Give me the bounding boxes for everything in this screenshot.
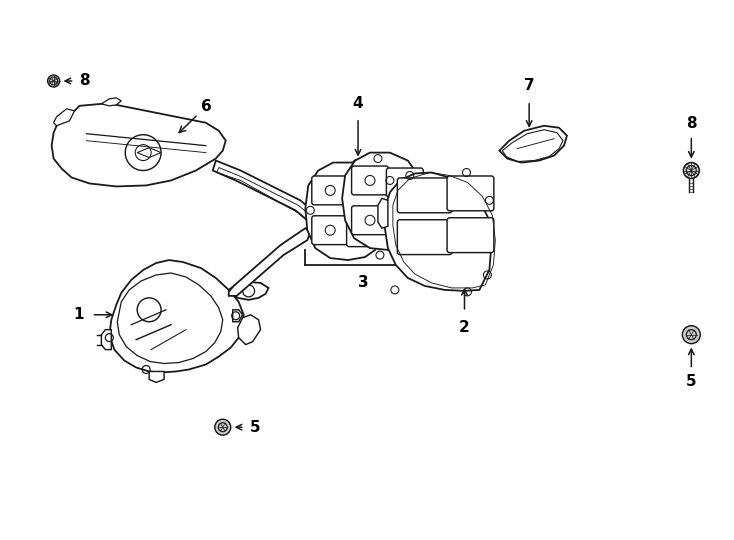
Text: 5: 5 (250, 420, 261, 435)
FancyBboxPatch shape (346, 178, 383, 207)
Text: 2: 2 (459, 320, 470, 335)
Polygon shape (54, 109, 75, 126)
Text: 4: 4 (353, 96, 363, 111)
Circle shape (215, 419, 230, 435)
FancyBboxPatch shape (386, 208, 424, 237)
Polygon shape (229, 228, 310, 296)
FancyBboxPatch shape (397, 220, 452, 254)
Polygon shape (378, 198, 388, 228)
Ellipse shape (354, 217, 362, 228)
FancyBboxPatch shape (346, 218, 383, 247)
Text: 3: 3 (357, 275, 368, 290)
Text: 1: 1 (73, 307, 84, 322)
Polygon shape (385, 172, 491, 291)
Polygon shape (238, 315, 261, 345)
Polygon shape (499, 126, 567, 163)
Polygon shape (305, 163, 382, 260)
Circle shape (48, 75, 59, 87)
Polygon shape (51, 104, 226, 186)
Text: 6: 6 (179, 99, 211, 132)
Circle shape (683, 163, 700, 179)
FancyBboxPatch shape (312, 216, 349, 245)
FancyBboxPatch shape (397, 178, 452, 213)
Text: 5: 5 (686, 374, 697, 389)
FancyBboxPatch shape (312, 176, 349, 205)
FancyBboxPatch shape (352, 206, 388, 235)
FancyBboxPatch shape (447, 218, 494, 253)
Polygon shape (233, 310, 243, 322)
Text: 8: 8 (686, 116, 697, 131)
Polygon shape (213, 160, 340, 240)
Polygon shape (101, 330, 112, 349)
FancyBboxPatch shape (352, 166, 388, 195)
Text: 7: 7 (524, 78, 534, 93)
Polygon shape (109, 260, 244, 373)
Polygon shape (342, 153, 422, 250)
FancyBboxPatch shape (447, 176, 494, 211)
Polygon shape (101, 98, 121, 106)
FancyBboxPatch shape (386, 168, 424, 197)
Polygon shape (149, 372, 164, 382)
Circle shape (683, 326, 700, 343)
Polygon shape (229, 282, 269, 300)
Text: 8: 8 (79, 73, 90, 89)
Ellipse shape (353, 160, 363, 166)
